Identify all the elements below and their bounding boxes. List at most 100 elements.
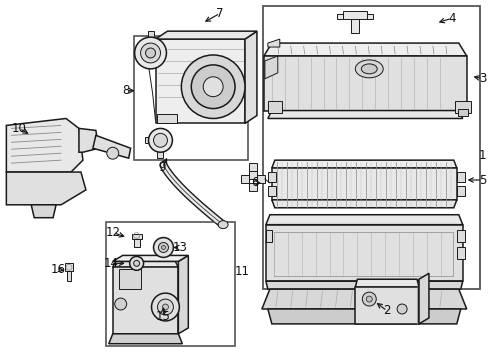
Polygon shape: [355, 279, 418, 287]
Text: 10: 10: [12, 122, 27, 135]
Text: 8: 8: [122, 84, 129, 97]
Polygon shape: [264, 56, 466, 111]
Bar: [131, 234, 142, 239]
Polygon shape: [264, 56, 277, 79]
Circle shape: [366, 296, 371, 302]
Bar: [343, 11, 366, 19]
Circle shape: [161, 246, 165, 249]
Polygon shape: [6, 172, 86, 205]
Circle shape: [362, 292, 375, 306]
Text: 3: 3: [478, 72, 486, 85]
Text: 7: 7: [216, 7, 224, 20]
Circle shape: [157, 299, 173, 315]
Bar: [147, 31, 153, 39]
Polygon shape: [267, 309, 460, 324]
Text: 16: 16: [50, 263, 65, 276]
Circle shape: [191, 65, 235, 109]
Polygon shape: [113, 267, 178, 334]
Circle shape: [148, 129, 172, 152]
Bar: [105, 222, 235, 346]
Bar: [456, 186, 464, 196]
Bar: [351, 13, 359, 33]
Bar: [267, 172, 275, 182]
Text: 4: 4: [447, 12, 455, 25]
Circle shape: [181, 55, 244, 118]
Bar: [454, 100, 470, 113]
Circle shape: [106, 147, 119, 159]
Polygon shape: [267, 111, 462, 118]
Polygon shape: [79, 129, 99, 152]
Polygon shape: [6, 118, 83, 172]
Circle shape: [158, 243, 168, 252]
Circle shape: [162, 304, 168, 310]
Bar: [273, 231, 452, 276]
Circle shape: [141, 43, 160, 63]
Polygon shape: [155, 31, 256, 39]
Polygon shape: [265, 281, 462, 289]
Bar: [133, 234, 139, 247]
Circle shape: [145, 48, 155, 58]
Polygon shape: [155, 39, 244, 123]
Text: 13: 13: [173, 241, 187, 254]
Polygon shape: [355, 287, 418, 324]
Polygon shape: [271, 200, 456, 208]
Bar: [337, 14, 343, 19]
Circle shape: [134, 37, 166, 69]
Polygon shape: [244, 31, 256, 123]
Polygon shape: [119, 269, 141, 289]
Circle shape: [115, 298, 126, 310]
Text: 14: 14: [103, 257, 118, 270]
Text: 6: 6: [251, 176, 258, 189]
Bar: [457, 109, 467, 117]
Ellipse shape: [355, 60, 383, 78]
Bar: [456, 247, 464, 260]
Polygon shape: [265, 225, 462, 281]
Bar: [456, 172, 464, 182]
Polygon shape: [93, 135, 130, 158]
Circle shape: [153, 238, 173, 257]
Bar: [267, 186, 275, 196]
Circle shape: [203, 77, 223, 96]
Bar: [456, 230, 464, 242]
Ellipse shape: [218, 221, 227, 229]
Bar: [65, 264, 73, 271]
Circle shape: [151, 293, 179, 321]
Bar: [256, 175, 264, 183]
Text: 15: 15: [156, 310, 170, 323]
Text: 12: 12: [105, 226, 120, 239]
Bar: [248, 163, 256, 171]
Text: 1: 1: [478, 149, 486, 162]
Polygon shape: [108, 334, 182, 344]
Bar: [248, 183, 256, 191]
Bar: [67, 271, 71, 281]
Polygon shape: [262, 289, 466, 309]
Text: 9: 9: [159, 161, 166, 174]
Bar: [157, 113, 177, 123]
Polygon shape: [267, 39, 279, 47]
Text: 2: 2: [383, 305, 390, 318]
Circle shape: [396, 304, 406, 314]
Bar: [267, 100, 281, 113]
Polygon shape: [113, 255, 188, 261]
Bar: [157, 150, 163, 158]
Polygon shape: [271, 160, 456, 168]
Text: 5: 5: [478, 174, 486, 186]
Bar: [133, 36, 247, 160]
Bar: [241, 175, 248, 183]
Polygon shape: [113, 261, 178, 267]
Bar: [366, 14, 372, 19]
Polygon shape: [178, 255, 188, 334]
Circle shape: [153, 133, 167, 147]
Text: 11: 11: [234, 265, 249, 278]
Polygon shape: [31, 205, 56, 218]
Bar: [248, 171, 256, 179]
Polygon shape: [271, 168, 456, 200]
Bar: [265, 230, 271, 242]
Bar: [144, 137, 152, 143]
Polygon shape: [265, 215, 462, 225]
Polygon shape: [264, 43, 466, 56]
Ellipse shape: [361, 64, 376, 74]
Circle shape: [133, 260, 139, 266]
Polygon shape: [418, 273, 428, 324]
Bar: [263, 6, 479, 289]
